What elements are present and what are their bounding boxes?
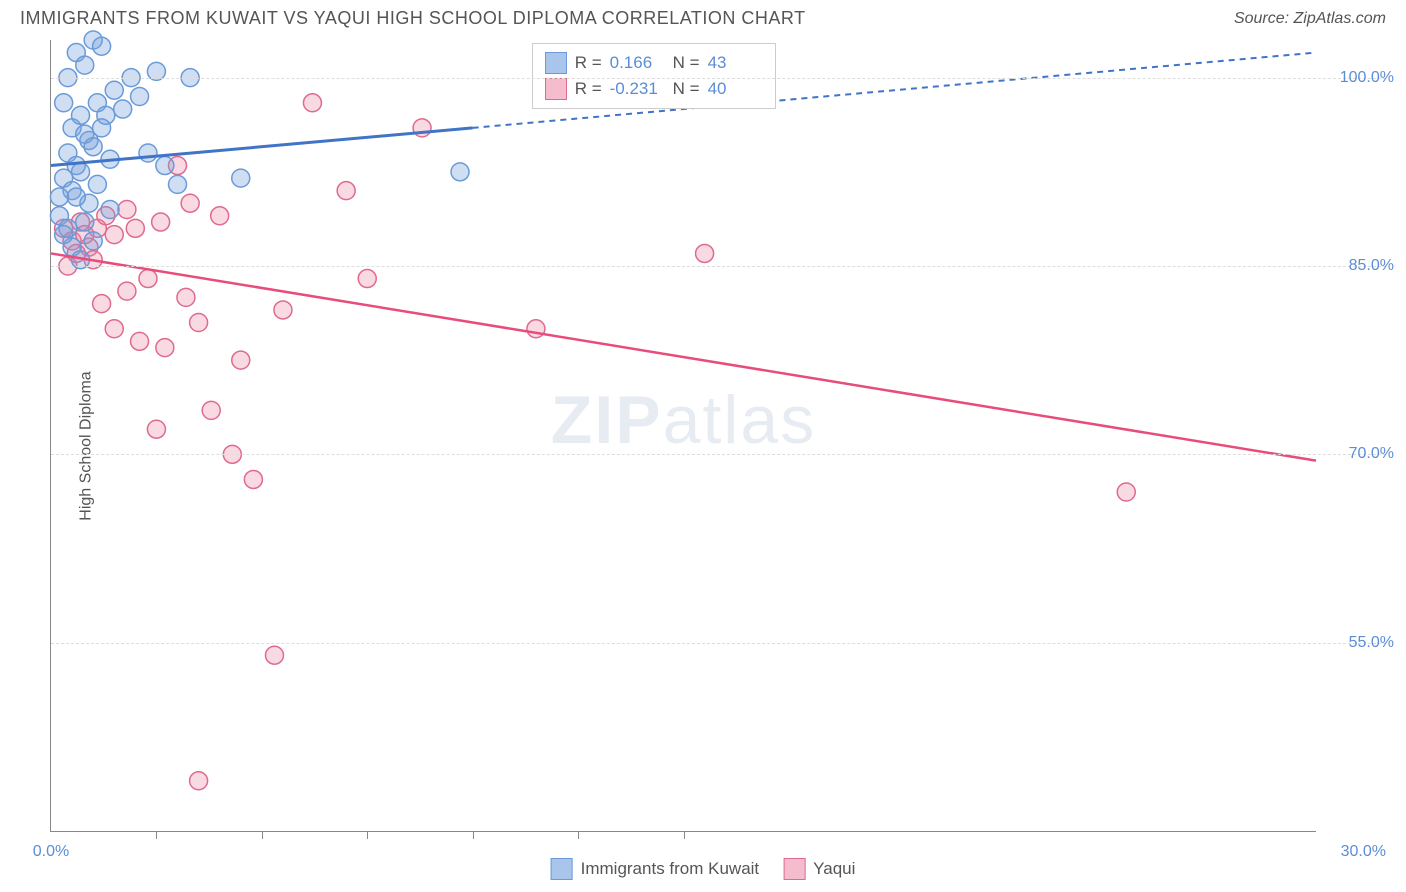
- swatch-kuwait-icon: [551, 858, 573, 880]
- chart-title: IMMIGRANTS FROM KUWAIT VS YAQUI HIGH SCH…: [20, 8, 806, 29]
- y-tick-label: 100.0%: [1324, 69, 1394, 87]
- chart-area: R = 0.166 N = 43 R = -0.231 N = 40 ZIPat…: [50, 40, 1316, 832]
- legend-label-yaqui: Yaqui: [813, 859, 855, 879]
- r-value-kuwait: 0.166: [610, 53, 665, 73]
- stats-row-kuwait: R = 0.166 N = 43: [545, 50, 763, 76]
- scatter-plot: [51, 40, 1316, 831]
- y-tick-label: 85.0%: [1324, 257, 1394, 275]
- stats-legend: R = 0.166 N = 43 R = -0.231 N = 40: [532, 43, 776, 109]
- x-tick-label: 0.0%: [33, 843, 69, 861]
- y-tick-label: 70.0%: [1324, 445, 1394, 463]
- bottom-legend: Immigrants from Kuwait Yaqui: [551, 858, 856, 880]
- swatch-yaqui: [545, 78, 567, 100]
- r-value-yaqui: -0.231: [610, 79, 665, 99]
- x-tick-label: 30.0%: [1341, 843, 1386, 861]
- source-label: Source: ZipAtlas.com: [1234, 10, 1386, 28]
- legend-item-kuwait: Immigrants from Kuwait: [551, 858, 760, 880]
- swatch-yaqui-icon: [783, 858, 805, 880]
- y-tick-label: 55.0%: [1324, 634, 1394, 652]
- header: IMMIGRANTS FROM KUWAIT VS YAQUI HIGH SCH…: [0, 0, 1406, 33]
- legend-item-yaqui: Yaqui: [783, 858, 855, 880]
- swatch-kuwait: [545, 52, 567, 74]
- n-value-yaqui: 40: [708, 79, 763, 99]
- legend-label-kuwait: Immigrants from Kuwait: [581, 859, 760, 879]
- n-value-kuwait: 43: [708, 53, 763, 73]
- stats-row-yaqui: R = -0.231 N = 40: [545, 76, 763, 102]
